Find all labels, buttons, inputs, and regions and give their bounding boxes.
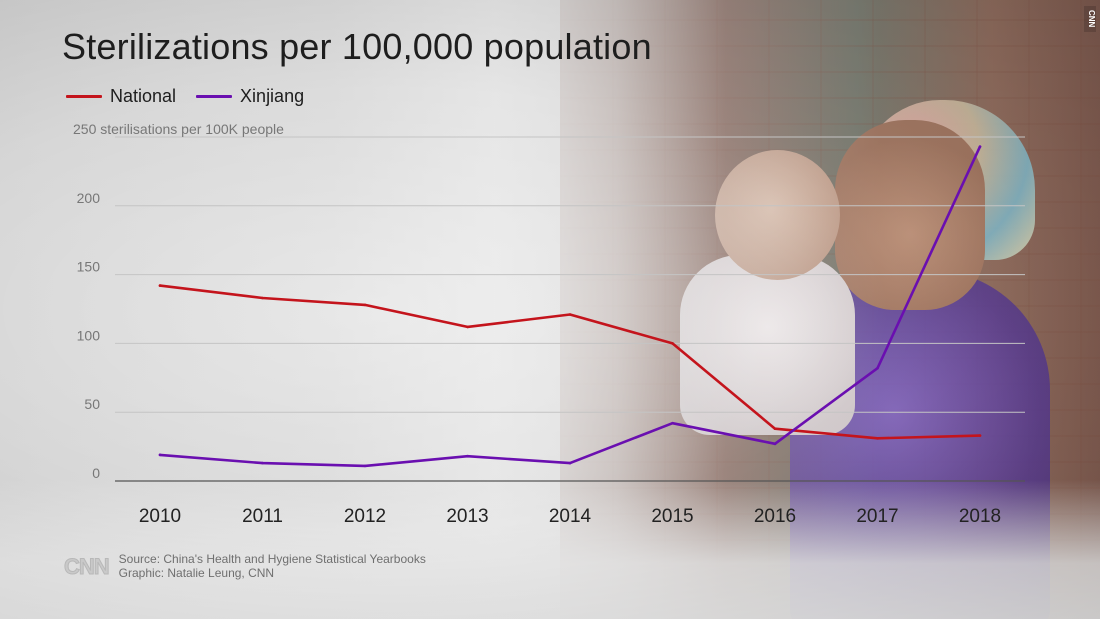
cnn-corner-logo: CNN: [1084, 6, 1096, 32]
x-tick-label-2014: 2014: [549, 506, 592, 527]
data-point-national-2017: [876, 437, 879, 440]
x-tick-label-2017: 2017: [856, 506, 898, 527]
data-point-national-2013: [466, 325, 469, 329]
gridlines: [115, 136, 1025, 482]
data-point-xinjiang-2016: [773, 442, 777, 446]
data-point-xinjiang-2015: [671, 421, 674, 425]
x-tick-label-2012: 2012: [344, 506, 386, 527]
graphic-credit: Graphic: Natalie Leung, CNN: [118, 566, 275, 580]
data-point-national-2018: [978, 434, 982, 437]
background-fade-bottom: [0, 480, 1100, 619]
credit-block: CNN Source: China's Health and Hygiene S…: [64, 552, 426, 580]
legend-label-national: National: [110, 85, 177, 106]
cnn-logo-watermark: CNN: [64, 554, 111, 580]
data-point-national-2010: [158, 284, 162, 287]
x-tick-label-2010: 2010: [139, 506, 181, 527]
data-point-xinjiang-2018: [978, 145, 982, 148]
x-tick-label-2018: 2018: [959, 506, 1001, 527]
x-tick-label-2016: 2016: [754, 506, 796, 527]
data-point-national-2011: [261, 296, 264, 300]
chart-title: Sterilizations per 100,000 population: [62, 26, 652, 67]
legend-item-xinjiang: Xinjiang: [196, 86, 304, 107]
y-tick-label-150: 150: [77, 259, 101, 275]
data-point-xinjiang-2017: [876, 366, 879, 370]
series-lines: [158, 145, 982, 468]
legend-swatch-national: [66, 94, 102, 98]
x-tick-label-2013: 2013: [446, 506, 488, 527]
legend-swatch-xinjiang: [196, 94, 233, 98]
data-point-national-2016: [773, 427, 777, 431]
legend-label-xinjiang: Xinjiang: [240, 85, 305, 106]
data-point-national-2012: [363, 303, 367, 307]
x-tick-label-2011: 2011: [242, 506, 283, 527]
series-line-national: [158, 284, 982, 440]
y-tick-label-50: 50: [84, 396, 100, 412]
legend: National Xinjiang: [66, 84, 324, 108]
x-axis-tick-labels: 2010 2011 2012 2013 2014 2015 2016 2017 2018: [139, 506, 1001, 527]
legend-item-national: National: [66, 86, 176, 107]
series-line-xinjiang: [158, 145, 982, 468]
y-axis-tick-labels: 0 50 100 150 200 250 sterilisations per 100K …: [73, 121, 284, 481]
data-point-xinjiang-2010: [158, 453, 162, 457]
data-point-xinjiang-2014: [568, 461, 572, 465]
y-tick-label-200: 200: [77, 190, 101, 206]
x-tick-label-2015: 2015: [651, 506, 693, 527]
y-tick-label-100: 100: [77, 327, 101, 343]
data-point-national-2015: [671, 342, 674, 345]
source-note: Source: China's Health and Hygiene Stati…: [118, 552, 426, 566]
data-point-xinjiang-2013: [466, 454, 469, 458]
y-tick-label-0: 0: [92, 465, 100, 481]
y-tick-label-250: 250 sterilisations per 100K people: [73, 121, 284, 137]
credit-text: Source: China's Health and Hygiene Stati…: [119, 552, 426, 580]
data-point-xinjiang-2012: [363, 464, 367, 468]
data-point-national-2014: [568, 313, 572, 316]
data-point-xinjiang-2011: [261, 461, 264, 465]
